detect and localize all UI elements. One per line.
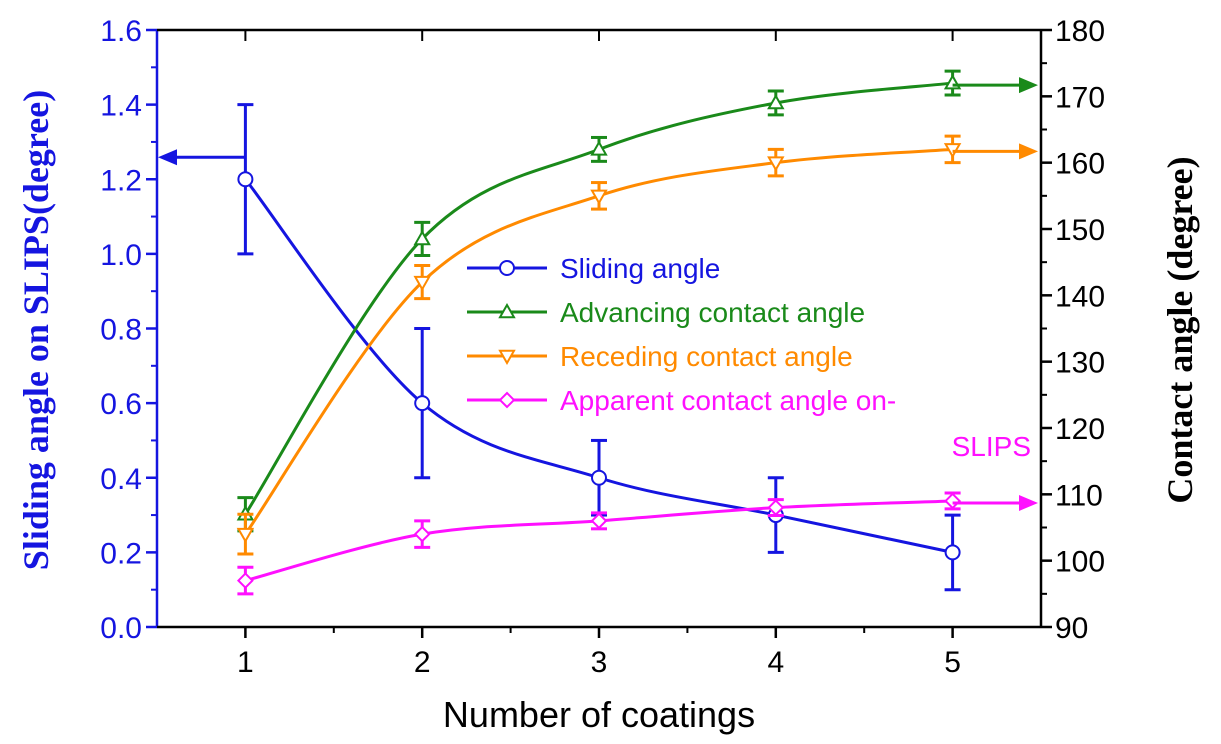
arrow-layer bbox=[158, 77, 1038, 511]
axis-arrow-3 bbox=[952, 143, 1038, 160]
right-tick-label: 140 bbox=[1055, 280, 1105, 313]
left-tick-label: 0.2 bbox=[100, 537, 142, 570]
right-ticks: 90 100 110 120 130 140 150 160 170 180 bbox=[1041, 15, 1105, 645]
legend-label: Advancing contact angle bbox=[560, 297, 865, 328]
left-tick-label: 0.8 bbox=[100, 314, 142, 347]
left-tick-label: 1.4 bbox=[100, 90, 142, 123]
data-point bbox=[590, 189, 608, 205]
y-axis-label-left: Sliding angle on SLIPS(degree) bbox=[16, 90, 56, 570]
data-point bbox=[767, 93, 785, 110]
legend-marker bbox=[499, 260, 515, 276]
x-tick-label: 2 bbox=[414, 646, 431, 679]
data-point bbox=[236, 572, 254, 589]
legend-label: Apparent contact angle on- bbox=[560, 385, 896, 416]
data-point bbox=[413, 275, 431, 292]
right-tick-label: 110 bbox=[1055, 479, 1103, 512]
legend-marker bbox=[498, 349, 516, 366]
right-tick-label: 130 bbox=[1055, 347, 1105, 380]
data-point bbox=[590, 140, 608, 156]
legend-item-2: Advancing contact angle bbox=[467, 297, 865, 328]
data-point bbox=[767, 156, 785, 172]
data-point bbox=[591, 469, 607, 486]
series-line bbox=[244, 178, 953, 554]
arrow-head bbox=[158, 149, 177, 166]
y-axis-label-right: Contact angle (degree) bbox=[1160, 156, 1200, 503]
arrow-head bbox=[1019, 143, 1038, 160]
legend-label: Receding contact angle bbox=[560, 341, 853, 372]
left-tick-label: 0.6 bbox=[100, 388, 142, 421]
axis-arrow-1 bbox=[158, 149, 246, 166]
data-point bbox=[237, 171, 254, 188]
legend: Sliding angle Advancing contact angle Rece… bbox=[467, 253, 1031, 462]
right-tick-label: 170 bbox=[1055, 81, 1105, 114]
right-tick-label: 150 bbox=[1055, 214, 1105, 247]
left-tick-label: 1.2 bbox=[100, 164, 142, 197]
legend-marker bbox=[498, 302, 516, 319]
axis-arrow-4 bbox=[952, 494, 1038, 511]
legend-label-continued: SLIPS bbox=[952, 431, 1031, 462]
series-layer bbox=[236, 69, 962, 596]
arrow-head bbox=[1019, 77, 1038, 94]
x-tick-label: 3 bbox=[591, 646, 608, 679]
axis-arrow-2 bbox=[952, 77, 1038, 94]
right-tick-label: 90 bbox=[1055, 612, 1088, 645]
data-point bbox=[944, 492, 962, 510]
data-point bbox=[413, 229, 431, 246]
right-tick-label: 160 bbox=[1055, 148, 1105, 181]
x-tick-label: 5 bbox=[944, 646, 961, 679]
data-point bbox=[413, 525, 431, 543]
right-tick-label: 100 bbox=[1055, 546, 1105, 579]
series-line bbox=[244, 81, 953, 516]
legend-label: Sliding angle bbox=[560, 253, 720, 284]
right-tick-label: 180 bbox=[1055, 15, 1105, 48]
arrow-head bbox=[1019, 494, 1038, 511]
legend-item-3: Receding contact angle bbox=[467, 341, 853, 372]
right-tick-label: 120 bbox=[1055, 413, 1105, 446]
legend-marker bbox=[498, 391, 516, 409]
series-4 bbox=[236, 491, 962, 596]
data-point bbox=[767, 499, 785, 517]
plot-area bbox=[155, 28, 1043, 629]
data-point bbox=[944, 544, 961, 561]
legend-item-1: Sliding angle bbox=[467, 253, 720, 284]
data-point bbox=[236, 527, 255, 544]
left-tick-label: 0.0 bbox=[100, 612, 142, 645]
x-axis-label: Number of coatings bbox=[443, 694, 755, 735]
data-point bbox=[590, 512, 608, 530]
x-tick-label: 1 bbox=[237, 646, 254, 679]
legend-item-4: Apparent contact angle on- SLIPS bbox=[467, 385, 1031, 462]
data-point bbox=[414, 395, 431, 412]
left-tick-label: 1.6 bbox=[100, 15, 142, 48]
left-tick-label: 1.0 bbox=[100, 239, 142, 272]
x-ticks: 1 2 3 4 5 bbox=[237, 30, 961, 679]
x-tick-label: 4 bbox=[767, 646, 784, 679]
left-tick-label: 0.4 bbox=[100, 463, 142, 496]
series-line bbox=[244, 147, 953, 535]
left-ticks: 0.0 0.2 0.4 0.6 0.8 1.0 1.2 1.4 1.6 bbox=[100, 15, 157, 645]
